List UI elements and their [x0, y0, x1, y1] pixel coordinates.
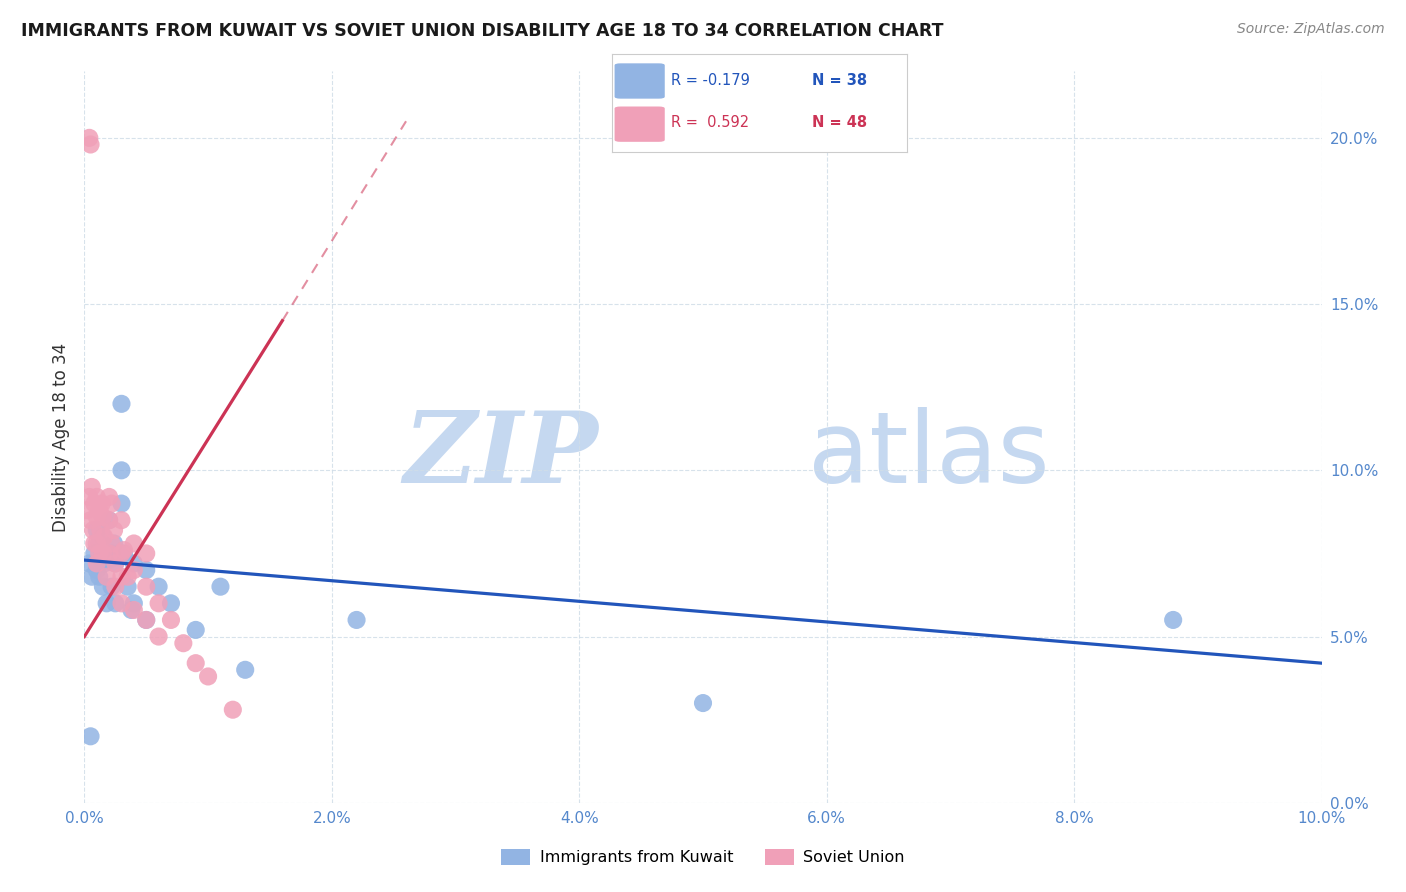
Point — [103, 536, 125, 550]
Point — [98, 546, 121, 560]
Point — [209, 580, 232, 594]
Point — [160, 613, 183, 627]
Point — [90, 553, 112, 567]
Point — [93, 530, 115, 544]
Point — [79, 729, 101, 743]
Point — [148, 580, 170, 594]
Point — [120, 603, 142, 617]
Point — [104, 580, 127, 594]
Point — [76, 503, 98, 517]
Point — [91, 530, 114, 544]
Point — [86, 536, 108, 550]
Point — [89, 536, 111, 550]
Point — [89, 523, 111, 537]
Point — [104, 596, 127, 610]
Point — [110, 546, 132, 560]
Text: R = -0.179: R = -0.179 — [671, 73, 749, 88]
Point — [112, 546, 135, 560]
Point — [98, 553, 121, 567]
Point — [90, 497, 112, 511]
Point — [135, 580, 157, 594]
Point — [197, 669, 219, 683]
Text: R =  0.592: R = 0.592 — [671, 115, 749, 129]
Point — [91, 580, 114, 594]
Point — [100, 536, 122, 550]
Point — [86, 557, 108, 571]
Point — [117, 580, 139, 594]
Point — [110, 497, 132, 511]
Point — [172, 636, 194, 650]
Point — [1161, 613, 1184, 627]
Point — [96, 570, 118, 584]
Point — [83, 497, 105, 511]
Point — [80, 570, 103, 584]
Point — [122, 557, 145, 571]
Text: N = 38: N = 38 — [813, 73, 868, 88]
Point — [184, 656, 207, 670]
FancyBboxPatch shape — [614, 63, 665, 99]
Point — [100, 580, 122, 594]
Point — [104, 557, 127, 571]
Point — [93, 557, 115, 571]
Text: ZIP: ZIP — [404, 407, 598, 504]
Point — [135, 546, 157, 560]
Point — [89, 503, 111, 517]
Point — [91, 509, 114, 524]
Point — [122, 563, 145, 577]
Point — [89, 546, 111, 560]
Point — [79, 557, 101, 571]
Point — [98, 490, 121, 504]
Text: IMMIGRANTS FROM KUWAIT VS SOVIET UNION DISABILITY AGE 18 TO 34 CORRELATION CHART: IMMIGRANTS FROM KUWAIT VS SOVIET UNION D… — [21, 22, 943, 40]
Point — [233, 663, 256, 677]
Point — [135, 563, 157, 577]
Point — [122, 596, 145, 610]
Point — [98, 513, 121, 527]
Point — [184, 623, 207, 637]
Point — [79, 513, 101, 527]
Point — [692, 696, 714, 710]
Point — [79, 131, 101, 145]
Point — [112, 543, 135, 558]
Point — [117, 570, 139, 584]
Y-axis label: Disability Age 18 to 34: Disability Age 18 to 34 — [52, 343, 70, 532]
Point — [104, 557, 127, 571]
Point — [122, 536, 145, 550]
Point — [86, 509, 108, 524]
Point — [148, 630, 170, 644]
Point — [110, 596, 132, 610]
Point — [82, 523, 104, 537]
Point — [79, 137, 101, 152]
Point — [110, 513, 132, 527]
Point — [83, 546, 105, 560]
Point — [346, 613, 368, 627]
Text: Source: ZipAtlas.com: Source: ZipAtlas.com — [1237, 22, 1385, 37]
Point — [86, 523, 108, 537]
Text: atlas: atlas — [808, 407, 1050, 504]
Point — [103, 523, 125, 537]
Point — [96, 596, 118, 610]
Point — [86, 490, 108, 504]
Point — [160, 596, 183, 610]
Point — [89, 570, 111, 584]
FancyBboxPatch shape — [614, 106, 665, 142]
Point — [135, 613, 157, 627]
Point — [122, 603, 145, 617]
Point — [80, 480, 103, 494]
Point — [135, 613, 157, 627]
Point — [110, 463, 132, 477]
Point — [86, 563, 108, 577]
Point — [91, 546, 114, 560]
Point — [100, 546, 122, 560]
Point — [222, 703, 245, 717]
Point — [148, 596, 170, 610]
Legend: Immigrants from Kuwait, Soviet Union: Immigrants from Kuwait, Soviet Union — [495, 842, 911, 871]
Text: N = 48: N = 48 — [813, 115, 868, 129]
Point — [83, 536, 105, 550]
Point — [98, 513, 121, 527]
Point — [79, 490, 101, 504]
Point — [110, 397, 132, 411]
Point — [100, 497, 122, 511]
Point — [110, 570, 132, 584]
